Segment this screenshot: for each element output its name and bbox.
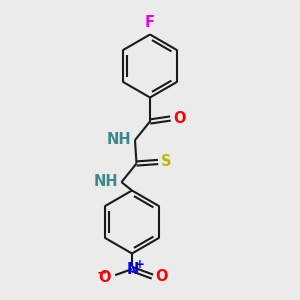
Text: F: F bbox=[145, 15, 155, 30]
Text: NH: NH bbox=[93, 174, 118, 189]
Text: N: N bbox=[127, 262, 139, 277]
Text: +: + bbox=[135, 258, 144, 271]
Text: S: S bbox=[161, 154, 172, 169]
Text: NH: NH bbox=[107, 132, 131, 147]
Text: O: O bbox=[98, 270, 111, 285]
Text: O: O bbox=[155, 269, 168, 284]
Text: O: O bbox=[173, 111, 186, 126]
Text: −: − bbox=[97, 266, 107, 280]
